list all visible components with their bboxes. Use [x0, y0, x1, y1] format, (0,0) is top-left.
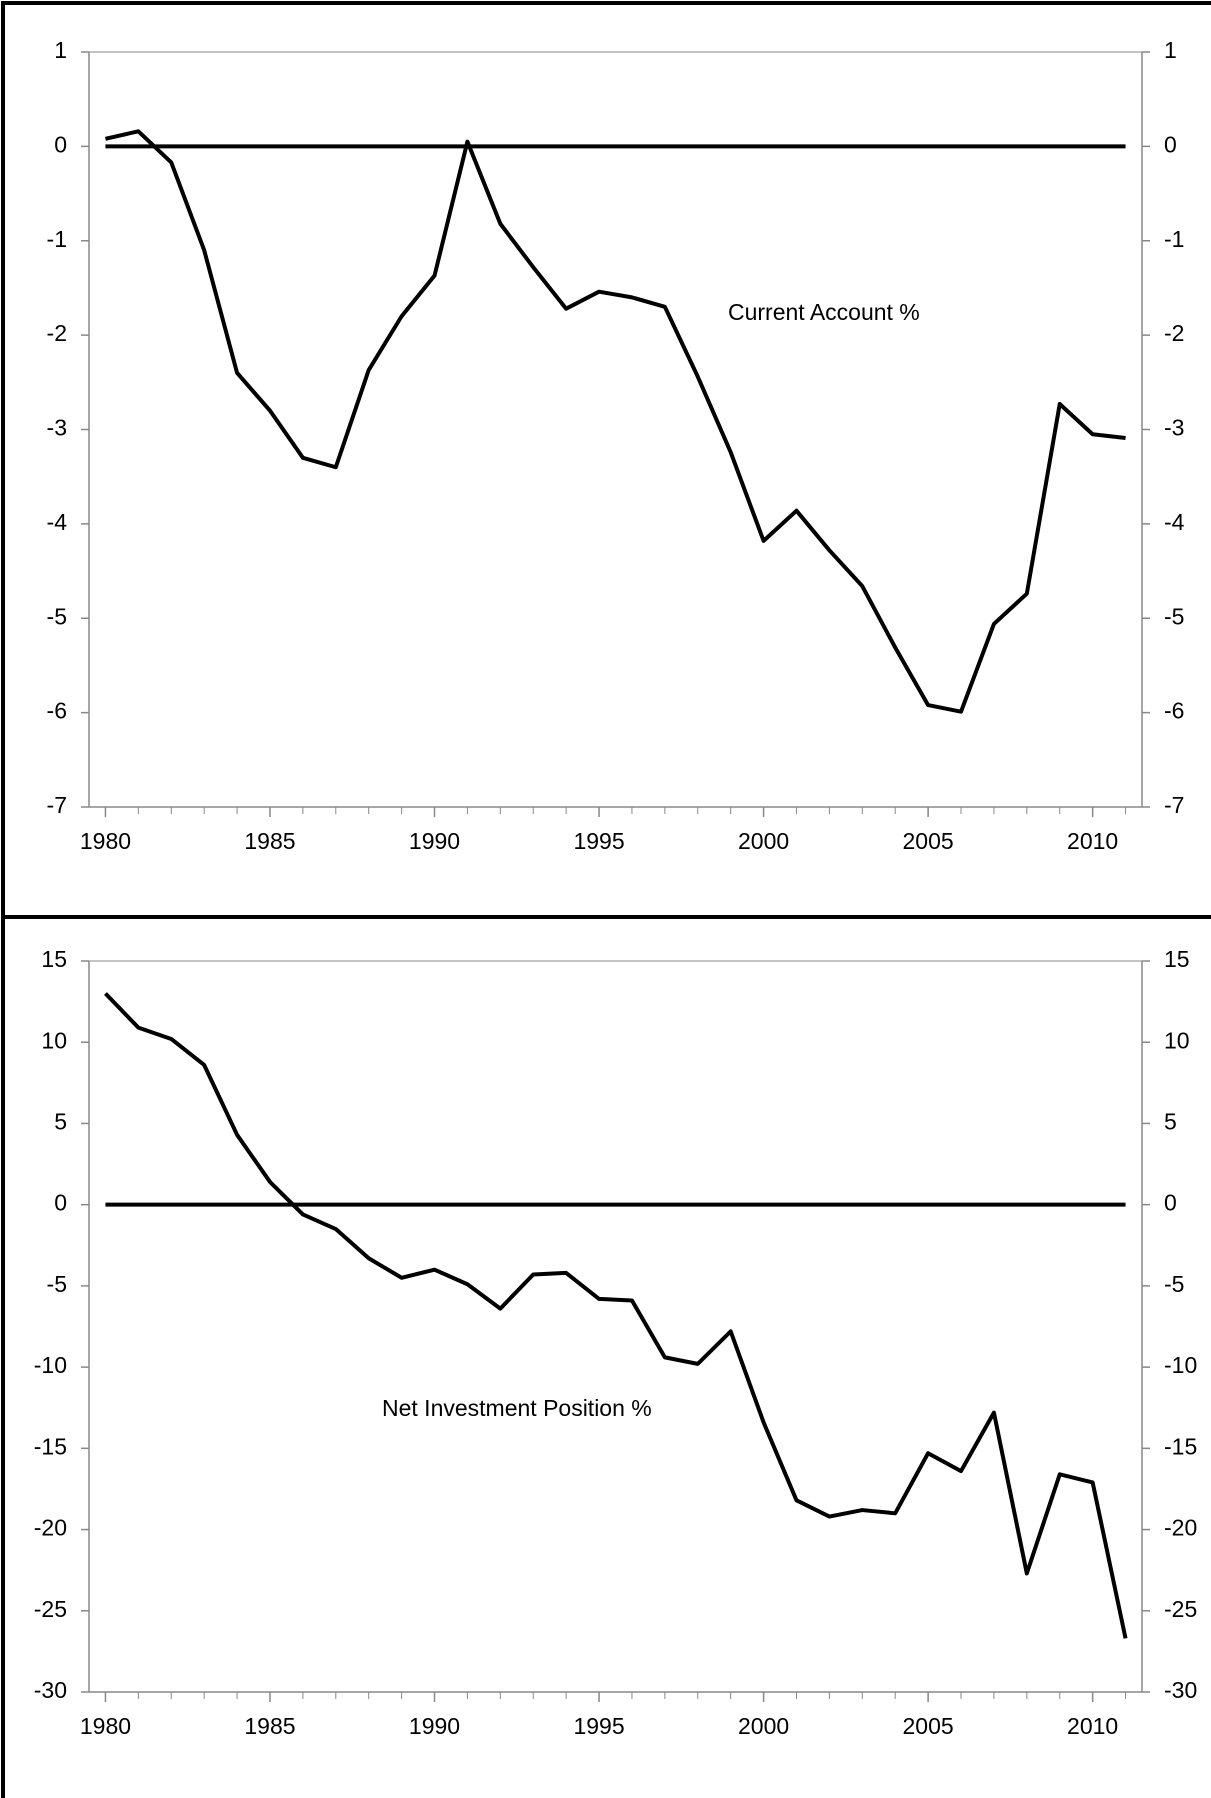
y-tick-label: -20: [34, 1515, 67, 1541]
y2-tick-label: 0: [1164, 1190, 1177, 1216]
y-tick-label: 15: [41, 946, 67, 972]
y-tick-label: -5: [47, 603, 67, 629]
y-tick-label: -7: [47, 792, 67, 818]
y-tick-label: -15: [34, 1433, 67, 1459]
y-tick-label: 10: [41, 1027, 67, 1053]
y-tick-label: -2: [47, 320, 67, 346]
y-tick-label: -1: [47, 226, 67, 252]
y2-tick-label: -3: [1164, 415, 1184, 441]
y-tick-label: 0: [54, 131, 67, 157]
data-line: [104, 992, 1128, 1639]
data-line: [105, 129, 1126, 714]
chart-frame: [1, 915, 1211, 1798]
x-tick-label: 2000: [738, 1713, 789, 1739]
y2-tick-label: -10: [1164, 1352, 1197, 1378]
y-tick-label: 0: [54, 1190, 67, 1216]
x-tick-label: 1995: [573, 1713, 624, 1739]
chart-frame: [1, 1, 1211, 919]
y2-tick-label: -7: [1164, 792, 1184, 818]
y-tick-label: -25: [34, 1596, 67, 1622]
x-tick-label: 1980: [80, 1713, 131, 1739]
y2-tick-label: 10: [1164, 1027, 1190, 1053]
series-label: Current Account %: [728, 299, 920, 325]
y2-tick-label: 0: [1164, 131, 1177, 157]
y2-tick-label: -30: [1164, 1677, 1197, 1703]
series-label: Net Investment Position %: [382, 1395, 652, 1421]
x-tick-label: 2010: [1067, 1713, 1118, 1739]
x-tick-label: 1990: [409, 828, 460, 854]
x-tick-label: 2005: [903, 828, 954, 854]
x-tick-label: 1985: [244, 828, 295, 854]
y2-tick-label: 5: [1164, 1109, 1177, 1135]
y2-tick-label: -20: [1164, 1515, 1197, 1541]
y2-tick-label: -5: [1164, 1271, 1184, 1297]
y2-tick-label: -6: [1164, 698, 1184, 724]
y2-tick-label: 15: [1164, 946, 1190, 972]
x-tick-label: 2000: [738, 828, 789, 854]
y2-tick-label: -2: [1164, 320, 1184, 346]
x-tick-label: 2005: [903, 1713, 954, 1739]
y-tick-label: -4: [47, 509, 68, 535]
y-tick-label: 5: [54, 1109, 67, 1135]
x-tick-label: 2010: [1067, 828, 1118, 854]
y-tick-label: -5: [47, 1271, 67, 1297]
x-tick-label: 1990: [409, 1713, 460, 1739]
y-tick-label: -3: [47, 415, 67, 441]
y2-tick-label: 1: [1164, 37, 1177, 63]
x-tick-label: 1995: [573, 828, 624, 854]
y-tick-label: -6: [47, 698, 67, 724]
y2-tick-label: -5: [1164, 603, 1184, 629]
x-tick-label: 1985: [244, 1713, 295, 1739]
y-tick-label: -10: [34, 1352, 67, 1378]
y2-tick-label: -25: [1164, 1596, 1197, 1622]
y-tick-label: -30: [34, 1677, 67, 1703]
y2-tick-label: -15: [1164, 1433, 1197, 1459]
x-tick-label: 1980: [80, 828, 131, 854]
y-tick-label: 1: [54, 37, 67, 63]
y2-tick-label: -4: [1164, 509, 1185, 535]
y2-tick-label: -1: [1164, 226, 1184, 252]
